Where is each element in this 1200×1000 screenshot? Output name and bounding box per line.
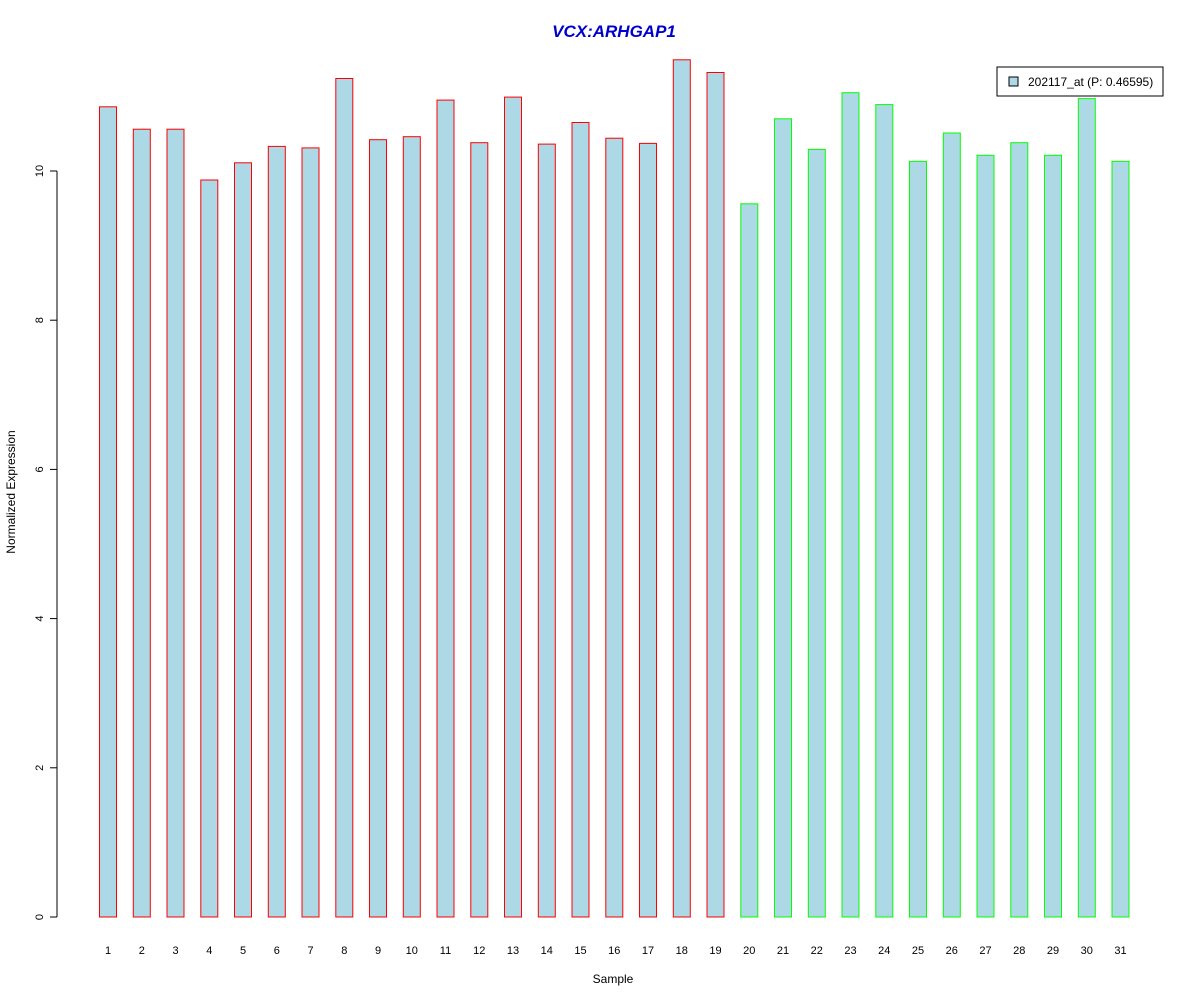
x-tick-label: 13 [507,945,519,957]
bar-sample-29 [1044,154,1062,918]
bar-sample-11 [436,99,455,918]
x-tick-label: 4 [206,945,212,957]
bar-sample-24 [875,104,894,918]
legend-label: 202117_at (P: 0.46595) [1028,75,1153,89]
bar-sample-30 [1077,98,1096,918]
bar-sample-27 [976,154,995,918]
x-tick-label: 22 [811,945,823,957]
x-tick-label: 20 [743,945,755,957]
x-tick-label: 7 [307,945,313,957]
bar-sample-25 [909,160,927,918]
bar-sample-23 [841,92,860,918]
x-tick-label: 10 [406,945,418,957]
x-tick-label: 12 [473,945,485,957]
y-tick-label: 10 [34,165,46,177]
bar-sample-14 [537,143,556,918]
x-tick-label: 9 [375,945,381,957]
bar-sample-22 [807,148,826,918]
bar-sample-5 [234,162,252,918]
x-tick-label: 31 [1114,945,1126,957]
x-tick-label: 11 [440,945,451,957]
bar-sample-2 [132,128,151,918]
x-tick-label: 19 [709,945,721,957]
bar-sample-17 [639,142,657,918]
bar-sample-1 [99,106,117,918]
bar-sample-16 [605,137,624,918]
legend-box [996,66,1164,97]
bar-sample-31 [1111,160,1130,918]
y-tick-label: 0 [34,914,46,920]
bar-sample-28 [1010,142,1029,918]
x-tick-label: 27 [979,945,991,957]
x-tick-label: 23 [844,945,856,957]
y-axis: 0 2 4 6 8 10 [34,165,58,920]
x-tick-label: 24 [878,945,890,957]
bar-sample-9 [369,139,387,918]
y-tick-label: 4 [34,616,46,622]
bar-sample-12 [470,142,489,918]
bar-sample-19 [706,72,725,918]
x-tick-label: 1 [105,945,111,957]
y-tick-label: 2 [34,765,46,771]
bar-sample-4 [200,179,219,918]
x-axis-labels: 1 2 3 4 5 6 7 8 9 10 11 12 13 14 15 16 17 18 19 20 21 22 23 24 2… [105,945,1127,957]
bar-sample-3 [166,128,185,918]
bar-sample-15 [571,122,590,918]
x-tick-label: 5 [240,945,246,957]
x-tick-label: 26 [946,945,958,957]
x-tick-label: 30 [1081,945,1093,957]
x-tick-label: 28 [1013,945,1025,957]
y-tick-label: 8 [34,317,46,323]
x-tick-label: 16 [608,945,620,957]
bar-sample-18 [672,59,691,918]
chart-title: VCX:ARHGAP1 [552,22,676,41]
x-tick-label: 2 [139,945,145,957]
bar-sample-20 [740,203,759,918]
bars-group [99,59,1130,918]
bar-sample-10 [402,136,421,918]
x-tick-label: 21 [777,945,789,957]
y-axis-label: Normalized Expression [4,430,18,553]
bar-sample-21 [774,118,792,918]
x-tick-label: 3 [172,945,178,957]
y-tick-label: 6 [34,466,46,472]
x-tick-label: 29 [1047,945,1059,957]
x-tick-label: 14 [541,945,553,957]
bar-sample-8 [335,78,354,918]
x-tick-label: 6 [274,945,280,957]
bar-sample-7 [301,147,320,918]
bar-sample-13 [504,96,522,918]
x-tick-label: 18 [676,945,688,957]
x-tick-label: 25 [912,945,924,957]
x-axis-label: Sample [593,972,634,986]
x-tick-label: 17 [642,945,654,957]
x-tick-label: 8 [341,945,347,957]
x-tick-label: 15 [574,945,586,957]
bar-sample-6 [267,145,286,918]
bar-sample-26 [942,132,961,918]
legend-swatch [1008,76,1019,87]
legend: 202117_at (P: 0.46595) [996,66,1164,97]
